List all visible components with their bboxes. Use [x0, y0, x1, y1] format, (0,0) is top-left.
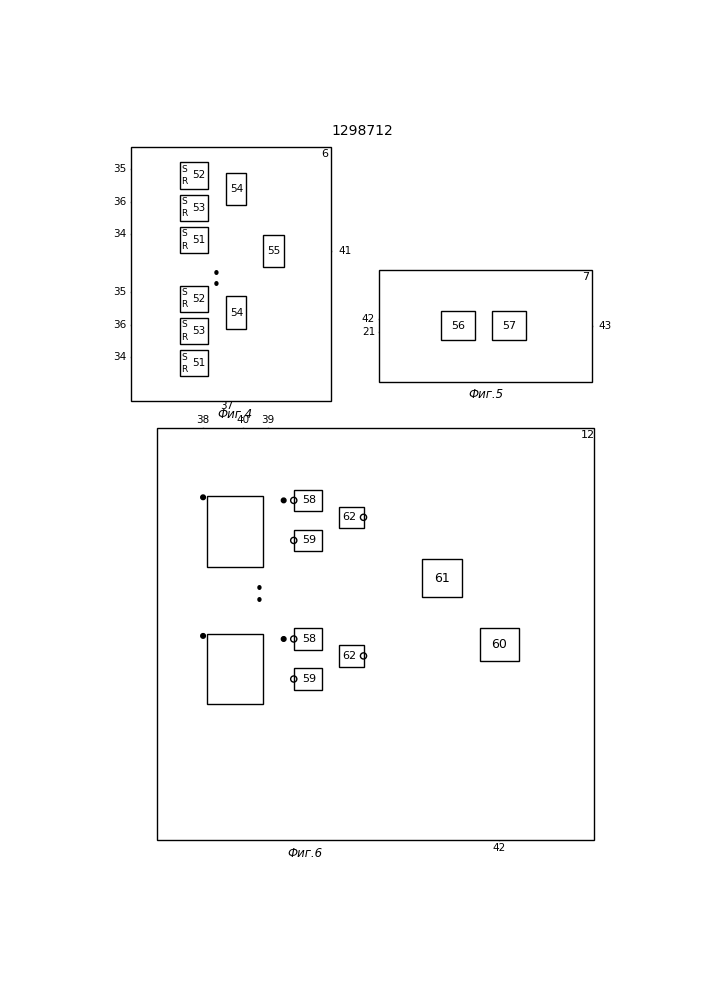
- Bar: [180, 286, 208, 312]
- Text: 34: 34: [113, 229, 127, 239]
- Text: R: R: [182, 365, 187, 374]
- Bar: [180, 195, 208, 221]
- Text: S: S: [182, 320, 187, 329]
- Bar: [379, 270, 592, 382]
- Text: 55: 55: [267, 246, 280, 256]
- Text: 51: 51: [192, 235, 206, 245]
- Text: R: R: [182, 177, 187, 186]
- Bar: [131, 147, 331, 401]
- Text: Фиг.6: Фиг.6: [288, 847, 323, 860]
- Text: S: S: [182, 165, 187, 174]
- Text: 59: 59: [302, 535, 316, 545]
- Text: S: S: [182, 197, 187, 206]
- Text: 35: 35: [113, 164, 127, 174]
- Text: 34: 34: [113, 352, 127, 362]
- Text: 6: 6: [321, 149, 328, 159]
- Text: S: S: [182, 353, 187, 362]
- Circle shape: [281, 498, 286, 503]
- Text: R: R: [182, 333, 187, 342]
- Bar: [293, 668, 322, 690]
- Text: S: S: [182, 229, 187, 238]
- Bar: [441, 311, 475, 340]
- Bar: [293, 490, 322, 511]
- Text: 43: 43: [598, 321, 612, 331]
- Circle shape: [281, 637, 286, 641]
- Text: 61: 61: [434, 572, 450, 585]
- Text: •: •: [255, 594, 263, 609]
- Text: 62: 62: [342, 651, 356, 661]
- Text: 38: 38: [197, 415, 210, 425]
- Bar: [480, 628, 518, 661]
- Text: 35: 35: [113, 287, 127, 297]
- Circle shape: [201, 495, 206, 500]
- Bar: [226, 296, 247, 329]
- Bar: [180, 318, 208, 344]
- Bar: [339, 507, 363, 528]
- Text: 12: 12: [581, 430, 595, 440]
- Text: 1298712: 1298712: [332, 124, 394, 138]
- Text: 52: 52: [192, 170, 206, 180]
- Bar: [207, 496, 263, 567]
- Text: 52: 52: [192, 294, 206, 304]
- Bar: [180, 350, 208, 376]
- Text: 40: 40: [237, 415, 250, 425]
- Text: 57: 57: [502, 321, 516, 331]
- Text: R: R: [182, 242, 187, 251]
- Bar: [263, 235, 284, 267]
- Text: 21: 21: [362, 327, 375, 337]
- Text: 59: 59: [302, 674, 316, 684]
- Text: •: •: [212, 267, 221, 282]
- Bar: [293, 628, 322, 650]
- Text: R: R: [182, 300, 187, 309]
- Bar: [180, 227, 208, 253]
- Text: 54: 54: [230, 184, 243, 194]
- Circle shape: [201, 634, 206, 638]
- Text: 36: 36: [113, 320, 127, 330]
- Bar: [293, 530, 322, 551]
- Text: 60: 60: [491, 638, 507, 651]
- Text: 56: 56: [451, 321, 465, 331]
- Text: S: S: [182, 288, 187, 297]
- Bar: [207, 634, 263, 704]
- Text: Фиг.4: Фиг.4: [217, 408, 252, 421]
- Text: 58: 58: [302, 495, 316, 505]
- Text: •: •: [212, 278, 221, 293]
- Text: 62: 62: [342, 512, 356, 522]
- Text: 7: 7: [583, 272, 590, 282]
- Text: 42: 42: [362, 314, 375, 324]
- Bar: [339, 645, 363, 667]
- Text: 39: 39: [262, 415, 275, 425]
- Text: 37: 37: [221, 401, 234, 411]
- Text: 51: 51: [192, 358, 206, 368]
- Text: 42: 42: [493, 843, 506, 853]
- Text: R: R: [182, 209, 187, 218]
- Text: 53: 53: [192, 203, 206, 213]
- Text: Фиг.5: Фиг.5: [468, 388, 503, 401]
- Text: 53: 53: [192, 326, 206, 336]
- Bar: [421, 559, 462, 597]
- Text: •: •: [255, 582, 263, 597]
- Text: 54: 54: [230, 308, 243, 318]
- Bar: [156, 428, 595, 840]
- Text: 36: 36: [113, 197, 127, 207]
- Bar: [226, 173, 247, 205]
- Bar: [180, 162, 208, 189]
- Text: 41: 41: [339, 246, 352, 256]
- Text: 58: 58: [302, 634, 316, 644]
- Bar: [492, 311, 526, 340]
